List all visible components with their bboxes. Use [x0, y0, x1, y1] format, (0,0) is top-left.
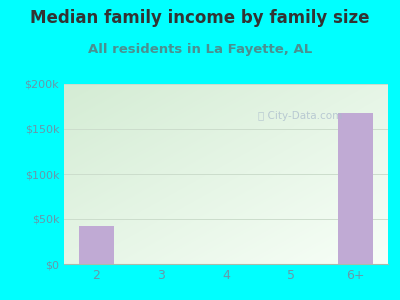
Text: All residents in La Fayette, AL: All residents in La Fayette, AL — [88, 44, 312, 56]
Bar — [338, 113, 374, 264]
Text: ⓘ City-Data.com: ⓘ City-Data.com — [258, 111, 343, 122]
Bar — [78, 226, 114, 264]
Text: Median family income by family size: Median family income by family size — [30, 9, 370, 27]
